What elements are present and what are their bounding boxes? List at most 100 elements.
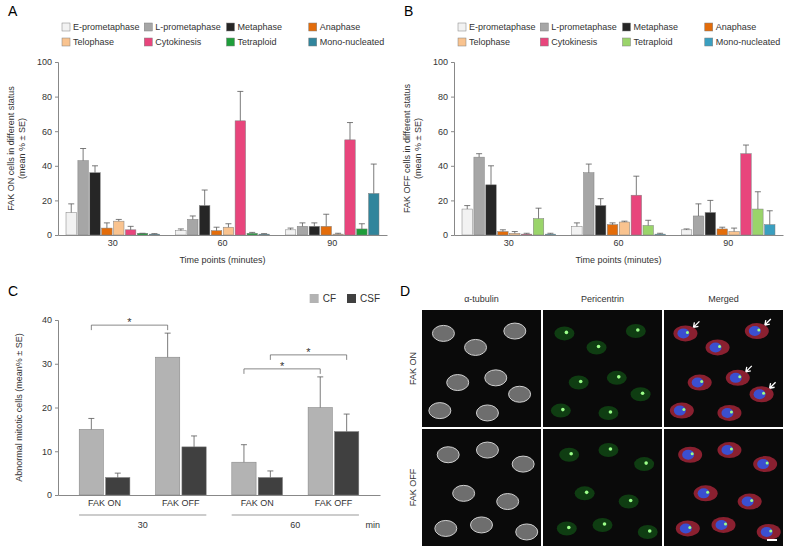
series: [498, 223, 728, 235]
image-background: [422, 310, 541, 427]
bar: [79, 429, 103, 495]
y-tick-label: 20: [42, 196, 52, 206]
legend-swatch: [458, 23, 466, 31]
error-bar: [317, 377, 323, 408]
x-tick: FAK OFF: [315, 498, 353, 508]
error-bar: [488, 166, 494, 185]
cell: [465, 339, 487, 355]
centrosome: [561, 408, 565, 412]
error-bar: [323, 214, 329, 226]
nucleus: [677, 328, 689, 338]
x-tick-label: 30: [108, 238, 118, 248]
legend-label: L-prometaphase: [551, 22, 617, 32]
y-tick-label: 100: [37, 57, 52, 67]
cell: [688, 375, 712, 391]
x-tick-label: 30: [504, 238, 514, 248]
cell: [626, 324, 646, 338]
cell: [512, 456, 534, 472]
bar: [729, 232, 739, 235]
centrosome: [750, 499, 753, 502]
bar: [572, 226, 582, 235]
x-axis-title: Time points (minutes): [179, 255, 265, 265]
y-axis-title: (mean % ± SE): [413, 118, 423, 179]
series: [486, 166, 716, 235]
bar: [211, 231, 221, 235]
error-bar: [191, 436, 197, 447]
centrosome: [730, 448, 733, 451]
error-bar: [755, 192, 761, 209]
bar: [309, 226, 319, 235]
error-bar: [707, 200, 713, 212]
y-tick-label: 10: [42, 447, 52, 457]
cell: [676, 520, 700, 536]
error-bar: [743, 145, 749, 154]
y-tick-mark: [55, 495, 58, 496]
cell: [593, 518, 613, 532]
error-bar: [574, 223, 580, 226]
error-bar: [225, 224, 231, 227]
cell: [432, 325, 454, 341]
bar: [176, 231, 186, 235]
bar: [681, 230, 691, 235]
bar: [717, 229, 727, 235]
bar: [462, 209, 472, 235]
centrosome: [686, 331, 689, 334]
y-tick: 10: [42, 447, 58, 457]
bar: [188, 219, 198, 235]
bar: [693, 216, 703, 235]
cell: [712, 517, 736, 533]
y-axis: 010203040: [42, 315, 59, 500]
y-tick-mark: [451, 62, 454, 63]
marks: [462, 145, 775, 235]
micrograph: [422, 429, 541, 546]
bar: [223, 227, 233, 235]
centrosome: [579, 380, 583, 384]
bar: [297, 226, 307, 235]
nucleus: [761, 527, 773, 537]
nucleus: [698, 488, 710, 498]
series: [149, 164, 379, 235]
x-tick: 30: [504, 238, 514, 248]
bar: [321, 226, 331, 235]
y-axis-title: Abnormal mitotic cells (mean% ± SE): [14, 333, 24, 481]
bar: [631, 195, 641, 235]
centrosome: [617, 375, 621, 379]
group-line: [232, 515, 359, 516]
cell: [476, 442, 498, 458]
y-tick: 80: [438, 92, 454, 102]
micrograph: [664, 310, 783, 427]
bar: [285, 230, 295, 235]
error-bar: [80, 149, 86, 161]
error-bar: [311, 223, 317, 226]
centrosome: [603, 522, 607, 526]
x-axis-line: [59, 235, 388, 236]
bar: [584, 173, 594, 235]
bar: [90, 173, 100, 235]
panel: 020406080100306090FAK OFF cells in diffe…: [402, 3, 784, 265]
x-tick: 90: [723, 238, 733, 248]
nucleus: [682, 450, 694, 460]
error-bar: [116, 219, 122, 221]
error-bar: [586, 164, 592, 173]
error-bar: [237, 91, 243, 120]
legend-label: CSF: [360, 293, 380, 304]
column-header: α-tubulin: [464, 294, 499, 304]
error-bar: [190, 216, 196, 219]
x-axis-line: [59, 495, 381, 496]
error-bar: [695, 204, 701, 216]
cell: [598, 443, 618, 457]
legend-swatch: [705, 38, 713, 46]
nucleus: [716, 520, 728, 530]
y-tick-mark: [55, 320, 58, 321]
y-axis: 020406080100: [433, 57, 455, 240]
y-tick-mark: [451, 200, 454, 201]
y-tick: 20: [42, 196, 58, 206]
error-bar: [547, 233, 553, 235]
x-tick: 30: [108, 238, 118, 248]
y-tick-label: 60: [438, 127, 448, 137]
cell: [575, 486, 595, 500]
centrosome: [757, 329, 760, 332]
error-bar: [610, 223, 616, 225]
y-tick: 100: [37, 57, 58, 67]
y-tick: 30: [42, 359, 58, 369]
